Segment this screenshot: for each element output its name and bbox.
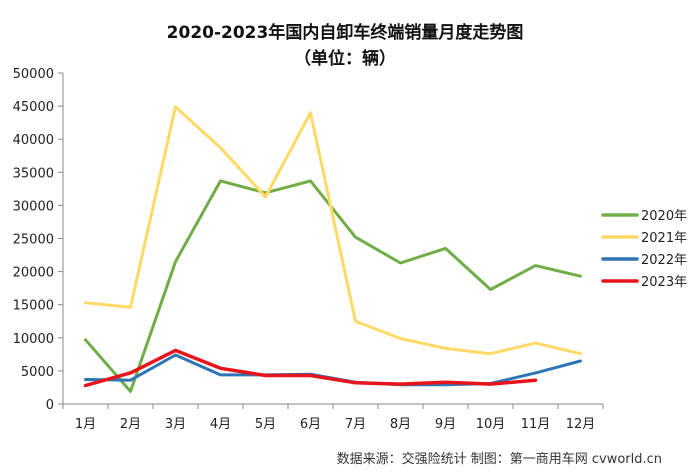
series-line-2020年 [84,179,582,393]
chart-title: 2020-2023年国内自卸车终端销量月度走势图 [167,22,524,43]
legend-label: 2020年 [641,209,687,224]
y-tick-label: 30000 [13,199,54,214]
y-tick-label: 15000 [13,299,54,314]
series-lines [83,105,582,393]
x-tick-label: 5月 [255,417,276,432]
x-tick-label: 12月 [566,417,596,432]
x-tick-label: 7月 [345,417,366,432]
x-tick-label: 1月 [75,417,96,432]
y-tick-label: 0 [46,398,54,413]
x-tick-label: 11月 [521,417,551,432]
series-line-2021年 [84,105,582,356]
y-tick-label: 25000 [13,233,54,248]
y-tick-label: 35000 [13,166,54,181]
x-tick-label: 3月 [165,417,186,432]
y-tick-label: 20000 [13,266,54,281]
x-tick-label: 8月 [390,417,411,432]
series-line-2023年 [83,348,538,388]
x-tick-label: 10月 [476,417,506,432]
y-tick-label: 10000 [13,332,54,347]
x-tick-label: 9月 [435,417,456,432]
legend: 2020年 2021年 2022年 2023年 [601,209,687,290]
y-tick-label: 40000 [13,133,54,148]
legend-label: 2022年 [641,253,687,268]
y-tick-label: 45000 [13,100,54,115]
x-tick-label: 4月 [210,417,231,432]
axes: 0 5000 10000 15000 20000 25000 30000 35000 40000… [13,67,604,432]
y-tick-label: 5000 [21,365,54,380]
x-tick-label: 2月 [120,417,141,432]
chart-subtitle: （单位：辆） [294,48,396,69]
x-tick-label: 6月 [300,417,321,432]
source-note: 数据来源：交强险统计 制图：第一商用车网 cvworld.cn [337,451,662,467]
legend-label: 2021年 [641,231,687,246]
y-tick-label: 50000 [13,67,54,82]
legend-label: 2023年 [641,275,687,290]
